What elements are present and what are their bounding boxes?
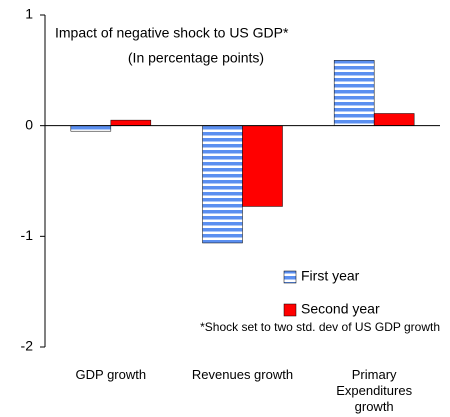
y-tick-label: 0 (25, 116, 33, 132)
chart-title: Impact of negative shock to US GDP* (55, 25, 289, 41)
chart-subtitle: (In percentage points) (128, 50, 264, 66)
bar (373, 113, 415, 126)
legend-swatch (283, 270, 297, 284)
y-tick-label: -1 (21, 227, 34, 243)
x-tick-label: Primary Expenditures growth (336, 367, 413, 414)
annotation: *Shock set to two std. dev of US GDP gro… (200, 320, 440, 334)
bar (70, 125, 112, 132)
y-tick-label: -2 (21, 338, 34, 354)
legend-swatch (283, 303, 297, 317)
legend-label: First year (301, 268, 360, 284)
legend-label: Second year (301, 301, 380, 317)
bar (110, 119, 152, 126)
x-tick-label: Revenues growth (191, 367, 294, 382)
bar (242, 125, 283, 207)
y-tick-label: 1 (25, 6, 33, 22)
x-tick-label: GDP growth (75, 367, 147, 382)
bar (202, 125, 243, 244)
bar (333, 60, 375, 126)
